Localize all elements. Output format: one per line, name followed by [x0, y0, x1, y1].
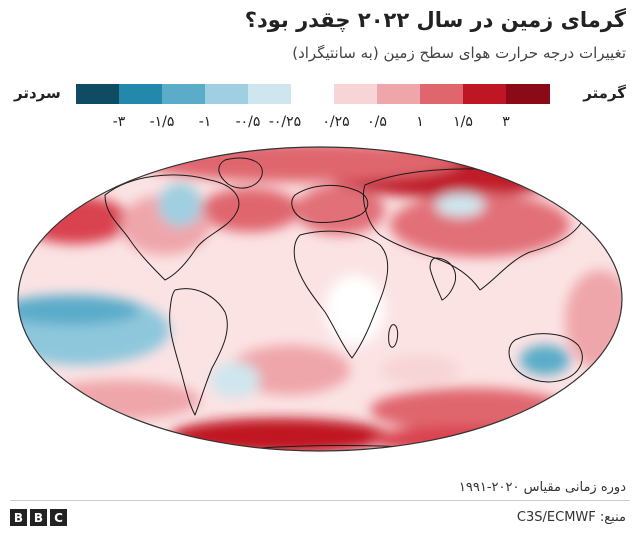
anomaly-north-pacific — [20, 196, 130, 244]
anomaly-antarctic-east — [370, 426, 550, 451]
legend-swatch-7 — [334, 84, 377, 104]
anomaly-north-atlantic — [200, 188, 300, 232]
legend-swatch-8 — [377, 84, 420, 104]
chart-title: گرمای زمین در سال ۲۰۲۲ چقدر بود؟ — [244, 8, 626, 32]
outline-africa — [293, 230, 388, 359]
legend-tick: -۱/۵ — [149, 114, 175, 130]
anomaly-south-atlantic — [230, 345, 350, 395]
footer-divider — [10, 500, 630, 501]
legend-swatch-6 — [291, 84, 334, 104]
legend-swatch-9 — [420, 84, 463, 104]
bbc-logo-letter: B — [10, 509, 27, 526]
anomaly-south-indian — [380, 355, 460, 385]
anomaly-central-asia — [435, 193, 485, 217]
outline-south-america — [169, 288, 228, 416]
anomaly-europe — [295, 185, 385, 235]
anomaly-asia — [390, 193, 570, 257]
legend-tick: ۱ — [416, 114, 424, 130]
bbc-logo: B B C — [10, 509, 67, 526]
legend-tick: ۰/۵ — [367, 114, 387, 130]
chart-subtitle: تغییرات درجه حرارت هوای سطح زمین (به سان… — [292, 44, 626, 62]
outline-europe — [291, 185, 369, 223]
legend-tick: ۳ — [502, 114, 510, 130]
globe-outline — [17, 146, 623, 452]
anomaly-south-pacific — [40, 380, 200, 420]
source-credit: منبع: C3S/ECMWF — [516, 510, 626, 525]
anomaly-australia — [520, 345, 570, 375]
anomaly-indian-ocean — [370, 388, 570, 432]
outline-antarctica — [149, 445, 561, 451]
outline-north-america — [104, 174, 240, 281]
anomaly-south-america-east — [210, 362, 260, 398]
legend-swatch-1 — [76, 84, 119, 104]
legend-tick: -۰/۵ — [235, 114, 261, 130]
outline-madagascar — [388, 324, 399, 348]
anomaly-africa — [325, 275, 385, 345]
anomaly-canada — [158, 183, 202, 227]
legend-swatch-11 — [506, 84, 550, 104]
legend-swatch-5 — [248, 84, 291, 104]
outline-australia — [508, 333, 583, 383]
bbc-logo-letter: B — [30, 509, 47, 526]
world-temperature-map — [17, 146, 623, 452]
legend-tick: -۰/۲۵ — [268, 114, 302, 130]
legend-tick: ۱/۵ — [453, 114, 473, 130]
anomaly-antarctic — [170, 418, 390, 451]
legend-tick: -۱ — [198, 114, 212, 130]
legend-warmer-label: گرمتر — [583, 84, 626, 102]
legend-swatch-4 — [205, 84, 248, 104]
anomaly-equatorial-pacific — [18, 295, 140, 325]
outline-india — [429, 257, 457, 301]
legend-swatch-10 — [463, 84, 506, 104]
bbc-logo-letter: C — [50, 509, 67, 526]
outline-greenland — [218, 157, 263, 189]
baseline-period-note: دوره زمانی مقیاس ۲۰۲۰-۱۹۹۱ — [458, 480, 626, 495]
legend-cooler-label: سردتر — [14, 84, 61, 102]
legend-swatch-3 — [162, 84, 205, 104]
legend-tick: -۳ — [112, 114, 126, 130]
legend-swatch-2 — [119, 84, 162, 104]
legend-tick: ۰/۲۵ — [322, 114, 350, 130]
